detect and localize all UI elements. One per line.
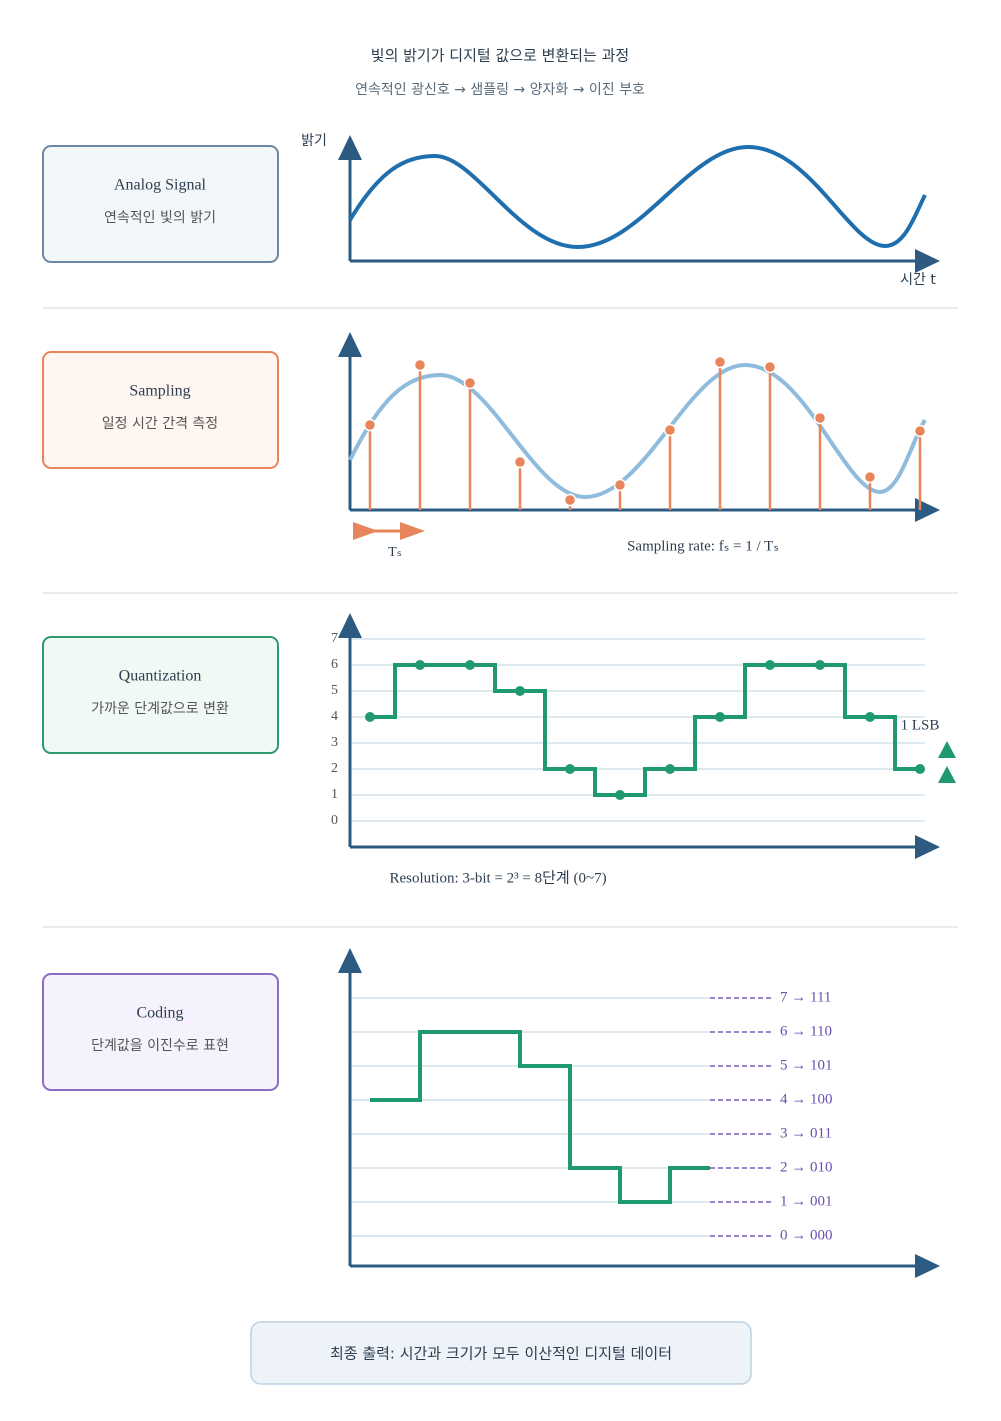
arrowhead bbox=[915, 249, 940, 273]
arrowhead bbox=[338, 332, 362, 357]
resolution-label: Resolution: 3-bit = 2³ = 8단계 (0~7) bbox=[389, 869, 606, 886]
stage-box bbox=[42, 145, 279, 263]
lsb-label: 1 LSB bbox=[901, 717, 940, 733]
quantized-point bbox=[915, 764, 925, 774]
sample-point bbox=[463, 376, 477, 390]
stage-title: Analog Signal bbox=[114, 177, 207, 194]
quantized-point bbox=[615, 790, 625, 800]
period-label: Tₛ bbox=[388, 545, 402, 560]
y-tick-label: 4 bbox=[331, 709, 338, 724]
quantized-point bbox=[865, 712, 875, 722]
analog-axes bbox=[338, 135, 940, 273]
y-tick-label: 3 bbox=[331, 735, 338, 750]
samples bbox=[363, 355, 927, 510]
quantized-point bbox=[815, 660, 825, 670]
quantized-point bbox=[515, 686, 525, 696]
stage-description: 일정 시간 간격 측정 bbox=[102, 416, 218, 432]
arrowhead bbox=[915, 1254, 940, 1278]
quantized-point bbox=[665, 764, 675, 774]
sample-point bbox=[613, 478, 627, 492]
sample-point bbox=[813, 411, 827, 425]
code-label: 6 → 110 bbox=[780, 1023, 832, 1039]
y-tick-label: 6 bbox=[331, 657, 338, 672]
y-tick-label: 5 bbox=[331, 683, 338, 698]
stage-title: Quantization bbox=[119, 668, 202, 685]
lsb-arrow bbox=[938, 741, 956, 758]
code-label: 4 → 100 bbox=[780, 1091, 833, 1107]
arrowhead bbox=[338, 613, 362, 638]
coding: 0 → 000 1 → 001 2 → 010 3 → 011 4 → 100 5 → 1… bbox=[350, 989, 833, 1243]
sample-point bbox=[713, 355, 727, 369]
stage-title: Coding bbox=[136, 1005, 183, 1022]
quantized-point bbox=[415, 660, 425, 670]
code-label: 1 → 001 bbox=[780, 1193, 833, 1209]
code-label: 5 → 101 bbox=[780, 1057, 833, 1073]
y-tick-label: 1 bbox=[331, 787, 338, 802]
stage-box bbox=[42, 973, 279, 1091]
sampled-curve bbox=[348, 362, 927, 500]
quant-axes bbox=[338, 613, 940, 859]
sample-point bbox=[563, 493, 577, 507]
stage-box bbox=[42, 636, 279, 754]
code-label: 7 → 111 bbox=[780, 989, 831, 1005]
lsb-arrow bbox=[938, 766, 956, 783]
axis-label: 밝기 bbox=[301, 133, 327, 149]
sample-point bbox=[863, 470, 877, 484]
coding-axes bbox=[338, 948, 940, 1278]
quantized-point bbox=[565, 764, 575, 774]
quantized-point bbox=[465, 660, 475, 670]
sample-point bbox=[913, 424, 927, 438]
arrowhead bbox=[338, 948, 362, 973]
y-tick-label: 7 bbox=[331, 631, 338, 646]
quantized-point bbox=[715, 712, 725, 722]
code-label: 2 → 010 bbox=[780, 1159, 833, 1175]
stage-title: Sampling bbox=[129, 383, 190, 400]
sampling-axes bbox=[338, 332, 940, 522]
sample-point bbox=[663, 423, 677, 437]
stage-description: 연속적인 빛의 밝기 bbox=[104, 210, 216, 226]
axis-label: 시간 t bbox=[900, 272, 936, 288]
y-tick-label: 0 bbox=[331, 813, 338, 828]
subtitle: 연속적인 광신호 → 샘플링 → 양자화 → 이진 부호 bbox=[355, 82, 645, 98]
code-label: 0 → 000 bbox=[780, 1227, 833, 1243]
sample-point bbox=[513, 455, 527, 469]
stage-description: 단계값을 이진수로 표현 bbox=[91, 1038, 229, 1054]
rate-label: Sampling rate: fₛ = 1 / Tₛ bbox=[627, 538, 779, 554]
analog-curve bbox=[348, 144, 927, 250]
period-arrow bbox=[400, 522, 425, 540]
quantization: 0 1 2 3 4 5 6 7 bbox=[331, 631, 925, 828]
quantized-point bbox=[765, 660, 775, 670]
y-tick-label: 2 bbox=[331, 761, 338, 776]
output-box bbox=[250, 1321, 752, 1385]
stage-description: 가까운 단계값으로 변환 bbox=[91, 701, 229, 717]
title: 빛의 밝기가 디지털 값으로 변환되는 과정 bbox=[371, 47, 629, 65]
arrowhead bbox=[338, 135, 362, 160]
stage-box bbox=[42, 351, 279, 469]
coded-step bbox=[370, 1030, 710, 1204]
code-label: 3 → 011 bbox=[780, 1125, 832, 1141]
output-text: 최종 출력: 시간과 크기가 모두 이산적인 디지털 데이터 bbox=[330, 1345, 672, 1363]
quantized-point bbox=[365, 712, 375, 722]
separators bbox=[43, 307, 958, 928]
arrowhead bbox=[915, 835, 940, 859]
sample-point bbox=[363, 418, 377, 432]
sample-point bbox=[763, 360, 777, 374]
sample-point bbox=[413, 358, 427, 372]
